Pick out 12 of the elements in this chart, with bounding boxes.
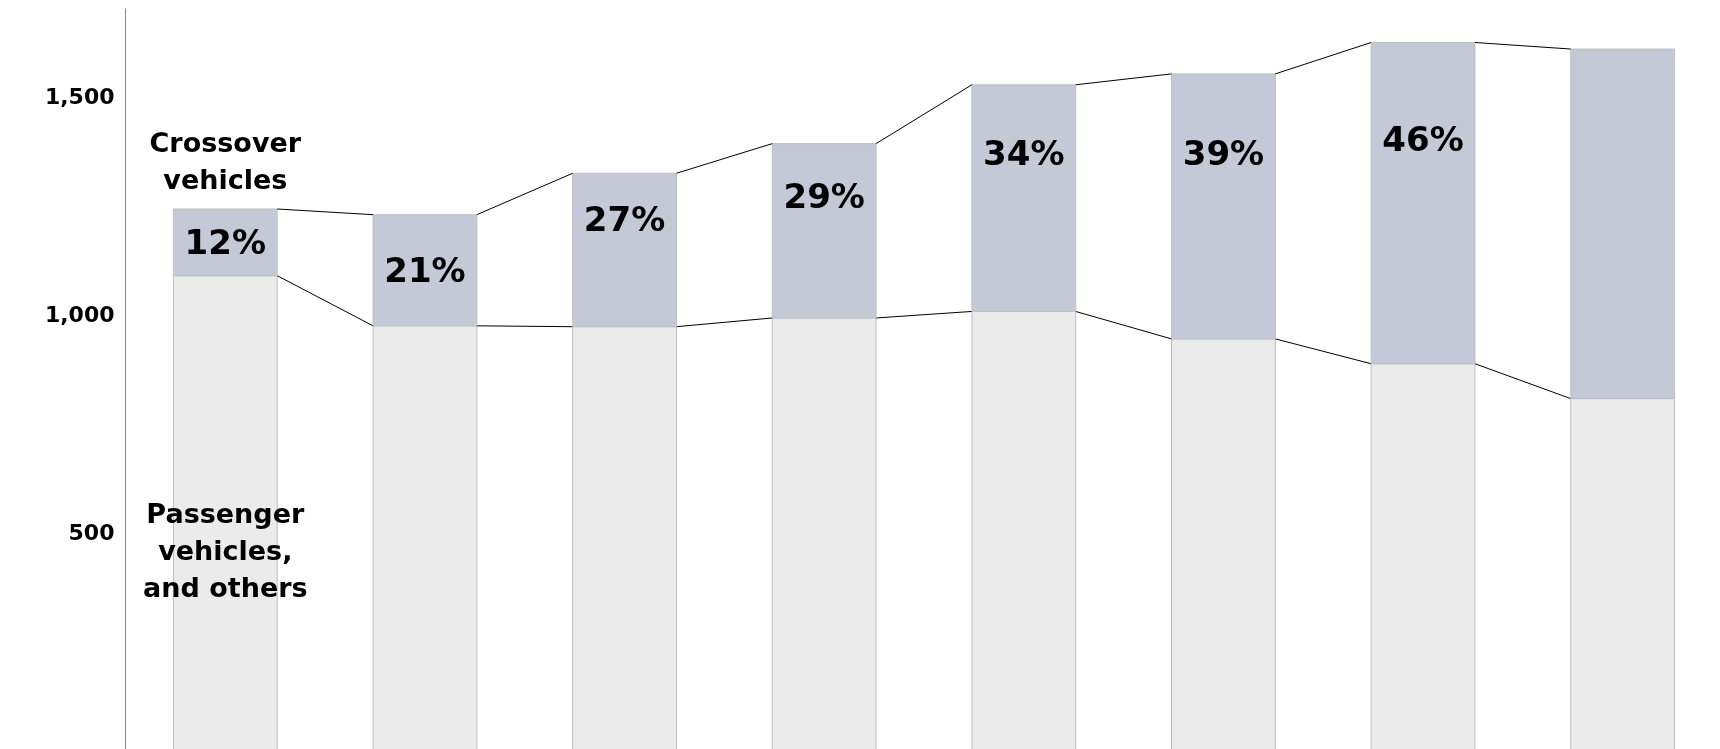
annotation: 21% bbox=[384, 250, 466, 291]
annotation: 34% bbox=[983, 132, 1065, 173]
series-label: Passenger vehicles, and others bbox=[143, 497, 308, 604]
y-tick-label: 500 bbox=[68, 519, 115, 545]
annotation: 46% bbox=[1382, 118, 1464, 159]
annotation: 29% bbox=[783, 175, 865, 216]
annotation: 39% bbox=[1182, 133, 1265, 174]
y-tick-label: 1,500 bbox=[44, 83, 115, 109]
y-tick-label: 1,000 bbox=[44, 301, 115, 327]
series-label: Crossover vehicles bbox=[149, 126, 302, 196]
annotation: 27% bbox=[583, 199, 666, 240]
annotation: 12% bbox=[184, 222, 267, 263]
